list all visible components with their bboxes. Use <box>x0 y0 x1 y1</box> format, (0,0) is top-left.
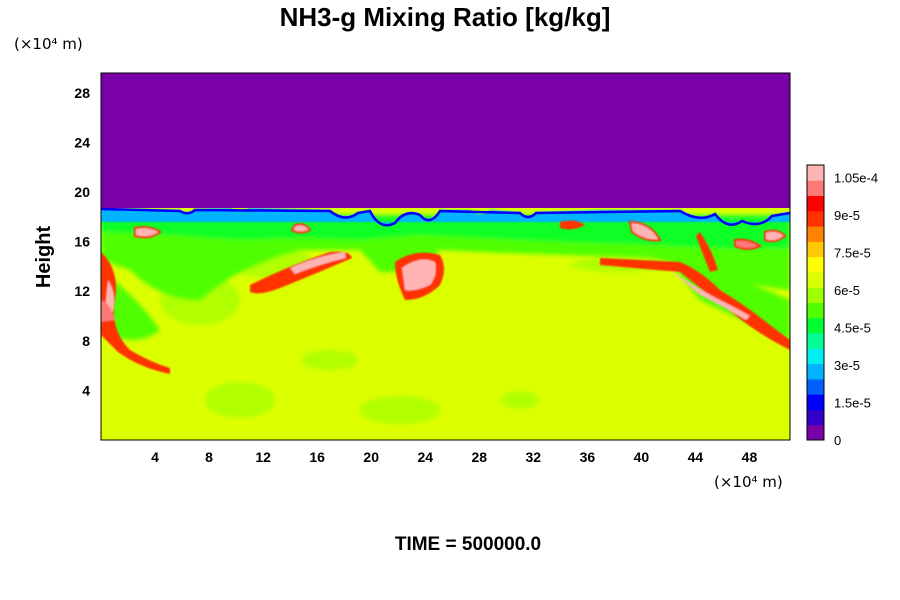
y-tick-label: 16 <box>74 234 90 250</box>
x-axis-ticks: 4 8 12 16 20 24 28 32 36 40 44 48 <box>151 449 757 465</box>
y-tick-label: 8 <box>82 333 90 349</box>
x-tick-label: 36 <box>580 449 596 465</box>
colorbar-swatch <box>807 317 824 334</box>
colorbar-swatch <box>807 195 824 212</box>
colorbar-swatch <box>807 241 824 258</box>
y-axis-unit: (×10⁴ m) <box>14 35 83 53</box>
colorbar-swatch <box>807 302 824 319</box>
colorbar-swatch <box>807 394 824 410</box>
interface-line <box>101 207 790 227</box>
colorbar-swatch <box>807 348 824 365</box>
colorbar-tick-label: 1.05e-4 <box>834 171 878 186</box>
colorbar-swatch <box>807 165 824 181</box>
colorbar-swatch <box>807 333 824 349</box>
x-tick-label: 4 <box>151 449 159 465</box>
y-tick-label: 12 <box>74 283 90 299</box>
colorbar-tick-label: 3e-5 <box>834 358 860 373</box>
x-tick-label: 12 <box>255 449 271 465</box>
time-label: TIME = 500000.0 <box>395 534 541 555</box>
colorbar-swatch <box>807 256 824 273</box>
x-tick-label: 44 <box>688 449 704 465</box>
colorbar-swatch <box>807 287 824 303</box>
x-tick-label: 20 <box>363 449 379 465</box>
x-tick-label: 28 <box>471 449 487 465</box>
y-tick-label: 20 <box>74 184 90 200</box>
colorbar-swatch <box>807 210 824 227</box>
y-axis-label: Height <box>33 226 55 289</box>
colorbar-tick-label: 6e-5 <box>834 283 860 298</box>
colorbar-tick-label: 4.5e-5 <box>834 321 871 336</box>
x-axis-unit: (×10⁴ m) <box>714 473 783 491</box>
x-tick-label: 40 <box>634 449 650 465</box>
colorbar-tick-label: 7.5e-5 <box>834 246 871 261</box>
x-tick-label: 32 <box>526 449 542 465</box>
colorbar-ticks: 0 1.5e-5 3e-5 4.5e-5 6e-5 7.5e-5 9e-5 1.05e-4 <box>834 171 878 449</box>
colorbar-frame <box>806 164 825 441</box>
colorbar-swatch <box>807 378 824 395</box>
x-tick-label: 48 <box>742 449 758 465</box>
colorbar-tick-label: 1.5e-5 <box>834 396 871 411</box>
colorbar-swatch <box>807 271 824 288</box>
colorbar-swatch <box>807 180 824 197</box>
y-tick-label: 24 <box>74 134 90 150</box>
colorbar-tick-label: 0 <box>834 433 841 448</box>
x-tick-label: 24 <box>417 449 433 465</box>
y-axis-ticks: 4 8 12 16 20 24 28 <box>74 85 90 399</box>
x-tick-label: 16 <box>309 449 325 465</box>
high-streaks <box>101 220 790 374</box>
colorbar <box>807 165 824 441</box>
colorbar-swatch <box>807 409 824 426</box>
y-tick-label: 28 <box>74 85 90 101</box>
colorbar-swatch <box>807 226 824 242</box>
plot-frame <box>100 72 791 441</box>
chart-title: NH3-g Mixing Ratio [kg/kg] <box>280 2 611 32</box>
y-tick-label: 4 <box>82 382 90 398</box>
colorbar-swatch <box>807 424 824 441</box>
x-tick-label: 8 <box>205 449 213 465</box>
colorbar-tick-label: 9e-5 <box>834 208 860 223</box>
upper-field <box>101 73 790 208</box>
colorbar-swatch <box>807 363 824 380</box>
plot-area <box>101 73 790 440</box>
